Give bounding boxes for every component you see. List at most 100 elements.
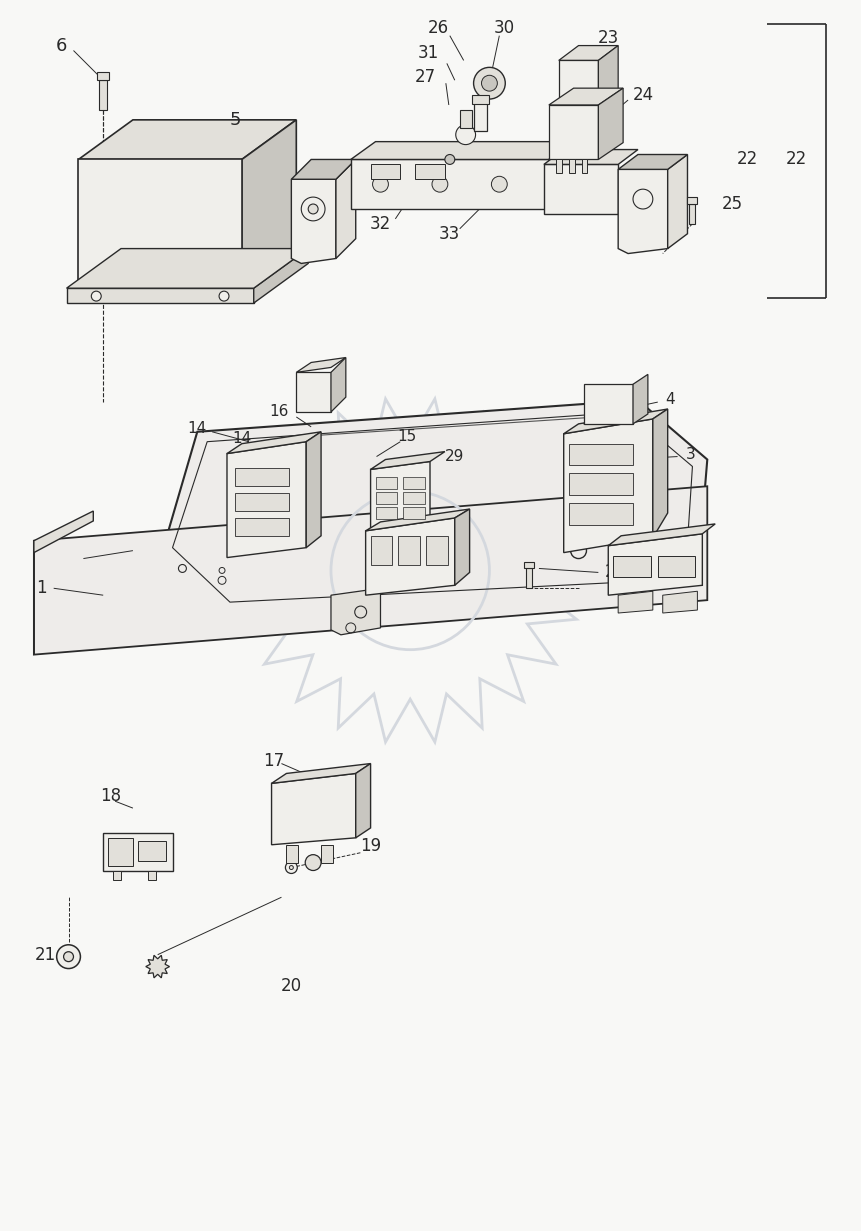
Bar <box>568 443 633 465</box>
Bar <box>584 384 633 423</box>
Text: 18: 18 <box>101 788 121 805</box>
Text: 21: 21 <box>35 945 56 964</box>
Text: 27: 27 <box>414 68 436 86</box>
Polygon shape <box>146 955 170 977</box>
Circle shape <box>289 865 294 869</box>
Polygon shape <box>608 524 715 545</box>
Bar <box>576 105 580 117</box>
Circle shape <box>373 176 388 192</box>
Bar <box>460 110 472 128</box>
Bar <box>370 165 400 180</box>
Circle shape <box>285 862 297 874</box>
Polygon shape <box>271 763 370 783</box>
Polygon shape <box>564 409 667 433</box>
Polygon shape <box>584 404 647 423</box>
Polygon shape <box>331 357 346 412</box>
Bar <box>287 844 298 863</box>
Polygon shape <box>366 510 469 531</box>
Bar <box>403 507 425 519</box>
Text: 26: 26 <box>427 18 449 37</box>
Polygon shape <box>548 89 623 105</box>
Text: 30: 30 <box>493 18 515 37</box>
Circle shape <box>64 952 73 961</box>
Bar <box>472 95 489 103</box>
Circle shape <box>481 75 498 91</box>
Bar <box>103 833 172 870</box>
Circle shape <box>445 155 455 165</box>
Text: 31: 31 <box>418 43 438 62</box>
Polygon shape <box>618 591 653 613</box>
Bar <box>559 60 598 105</box>
Text: 4: 4 <box>665 391 674 406</box>
Circle shape <box>474 68 505 98</box>
Text: 29: 29 <box>445 449 464 464</box>
Text: 19: 19 <box>360 837 381 854</box>
Polygon shape <box>227 432 321 453</box>
Polygon shape <box>296 357 346 372</box>
Bar <box>235 518 289 535</box>
Bar <box>113 870 121 880</box>
Text: F: F <box>620 510 626 519</box>
Text: 14: 14 <box>232 431 251 446</box>
Bar <box>474 101 487 130</box>
Polygon shape <box>66 288 254 303</box>
Bar <box>235 494 289 511</box>
Bar <box>350 160 548 209</box>
Bar <box>78 160 242 288</box>
Text: D: D <box>380 560 387 570</box>
Circle shape <box>492 176 507 192</box>
Bar <box>556 160 561 174</box>
Polygon shape <box>608 534 703 596</box>
Circle shape <box>91 292 102 302</box>
Polygon shape <box>34 486 707 655</box>
Polygon shape <box>78 119 296 160</box>
Polygon shape <box>291 180 336 263</box>
Text: 20: 20 <box>281 977 302 996</box>
Text: 24: 24 <box>632 86 653 105</box>
Bar <box>321 844 333 863</box>
Bar <box>658 555 696 577</box>
Bar <box>403 492 425 503</box>
Text: E: E <box>408 560 414 570</box>
Polygon shape <box>455 510 469 585</box>
Text: 33: 33 <box>439 225 461 243</box>
Text: 6: 6 <box>56 37 67 54</box>
Polygon shape <box>336 160 356 259</box>
Text: 16: 16 <box>269 405 289 420</box>
Bar <box>403 478 425 489</box>
Text: 25: 25 <box>722 194 743 213</box>
Bar <box>108 838 133 865</box>
Text: OREX: OREX <box>197 503 623 638</box>
Bar <box>585 105 591 117</box>
Bar <box>235 469 289 486</box>
Bar <box>548 105 598 160</box>
Polygon shape <box>618 155 687 170</box>
Bar <box>296 372 331 412</box>
Text: E: E <box>620 480 626 490</box>
Bar <box>399 535 420 565</box>
Text: 2: 2 <box>605 564 616 581</box>
Bar <box>568 160 574 174</box>
Circle shape <box>308 204 318 214</box>
Bar <box>148 870 156 880</box>
Polygon shape <box>271 773 356 844</box>
Polygon shape <box>618 170 667 254</box>
Text: 15: 15 <box>679 534 700 553</box>
Polygon shape <box>227 442 307 558</box>
Polygon shape <box>667 155 687 249</box>
Bar <box>375 507 397 519</box>
Bar <box>97 73 109 80</box>
Circle shape <box>455 124 475 144</box>
Bar <box>370 535 393 565</box>
Circle shape <box>219 292 229 302</box>
Bar <box>568 503 633 524</box>
Text: 5: 5 <box>229 111 241 129</box>
Circle shape <box>432 176 448 192</box>
Bar <box>544 165 618 214</box>
Polygon shape <box>366 518 455 596</box>
Bar <box>526 569 532 588</box>
Polygon shape <box>34 511 93 553</box>
Circle shape <box>154 963 162 970</box>
Text: 15: 15 <box>398 430 417 444</box>
Bar <box>138 841 165 860</box>
